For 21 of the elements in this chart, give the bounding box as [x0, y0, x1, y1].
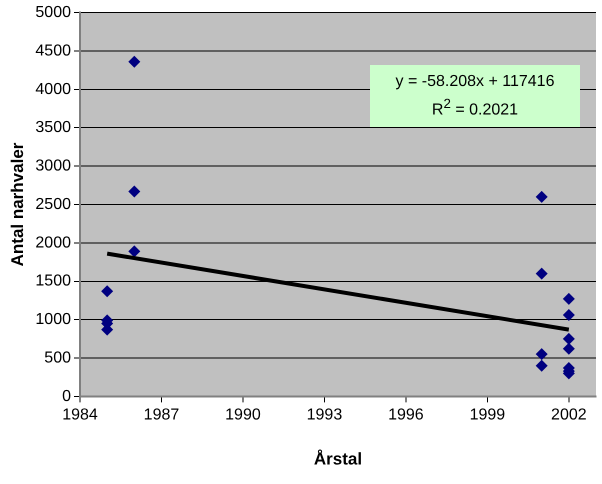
- x-axis-title: Årstal: [314, 449, 362, 468]
- y-tick-label: 500: [44, 349, 72, 366]
- x-tick-label: 1996: [388, 406, 424, 424]
- text-box: y = -58.208x + 117416 R$^{2}$ = 0.2021: [370, 65, 580, 128]
- y-tick-label: 1500: [35, 272, 72, 290]
- y-tick-label: 4500: [35, 42, 72, 60]
- y-axis-title: Antal narhvaler: [8, 142, 27, 266]
- x-tick-label: 1984: [62, 406, 98, 424]
- x-tick-label: 2002: [551, 406, 587, 424]
- x-tick-label: 1990: [225, 406, 261, 424]
- x-tick-label: 1987: [144, 406, 180, 424]
- y-tick-label: 1000: [35, 311, 72, 328]
- x-tick-label: 1993: [306, 406, 342, 424]
- y-tick-label: 3000: [35, 158, 72, 175]
- y-tick-label: 3500: [35, 119, 72, 136]
- y-tick-label: 2500: [35, 196, 72, 213]
- x-tick-label: 1999: [470, 406, 506, 424]
- y-tick-label: 2000: [35, 234, 72, 252]
- y-tick-label: 4000: [35, 80, 72, 98]
- y-tick-label: 5000: [35, 4, 72, 22]
- y-tick-label: 0: [62, 388, 72, 405]
